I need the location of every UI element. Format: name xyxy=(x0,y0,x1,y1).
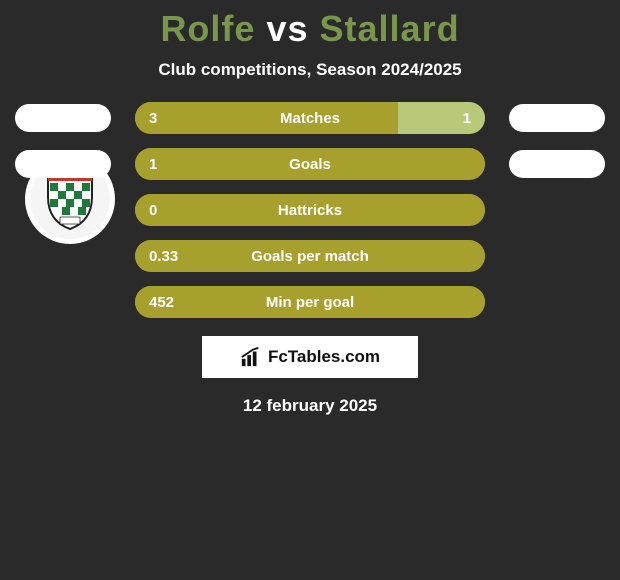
stat-pillar-left xyxy=(15,150,111,178)
stat-bar: 0Hattricks xyxy=(135,194,485,226)
stat-bars: 3Matches11Goals0Hattricks0.33Goals per m… xyxy=(135,102,485,318)
stat-row: 3Matches1 xyxy=(135,102,485,134)
bars-chart-icon xyxy=(240,346,262,368)
stat-row: 1Goals xyxy=(135,148,485,180)
stat-label: Matches xyxy=(135,110,485,127)
brand-watermark: FcTables.com xyxy=(202,336,418,378)
vs-word: vs xyxy=(266,8,308,49)
context-subtitle: Club competitions, Season 2024/2025 xyxy=(0,60,620,80)
stat-label: Hattricks xyxy=(135,202,485,219)
stat-row: 452Min per goal xyxy=(135,286,485,318)
comparison-title: Rolfe vs Stallard xyxy=(0,0,620,50)
stat-bar: 3Matches1 xyxy=(135,102,485,134)
stat-row: 0Hattricks xyxy=(135,194,485,226)
player1-name: Rolfe xyxy=(160,8,255,49)
snapshot-date: 12 february 2025 xyxy=(0,396,620,416)
stat-label: Min per goal xyxy=(135,294,485,311)
stat-bar: 1Goals xyxy=(135,148,485,180)
player2-name: Stallard xyxy=(320,8,460,49)
stat-pillar-left xyxy=(15,104,111,132)
comparison-stage: 3Matches11Goals0Hattricks0.33Goals per m… xyxy=(0,102,620,416)
stat-pillar-right xyxy=(509,104,605,132)
stat-bar: 0.33Goals per match xyxy=(135,240,485,272)
stat-value-right: 1 xyxy=(463,110,471,127)
stat-row: 0.33Goals per match xyxy=(135,240,485,272)
stat-pillar-right xyxy=(509,150,605,178)
stat-label: Goals xyxy=(135,156,485,173)
brand-text: FcTables.com xyxy=(268,347,380,367)
stat-bar: 452Min per goal xyxy=(135,286,485,318)
stat-label: Goals per match xyxy=(135,248,485,265)
